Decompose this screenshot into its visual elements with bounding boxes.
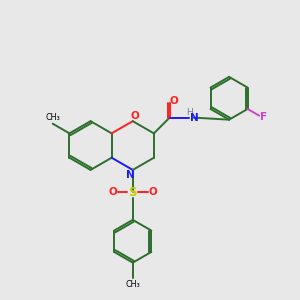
Text: O: O bbox=[130, 111, 139, 121]
Text: F: F bbox=[260, 112, 267, 122]
Text: O: O bbox=[148, 187, 158, 196]
Text: O: O bbox=[169, 96, 178, 106]
Text: H: H bbox=[187, 108, 193, 117]
Text: N: N bbox=[126, 170, 135, 180]
Text: N: N bbox=[190, 112, 199, 123]
Text: CH₃: CH₃ bbox=[125, 280, 140, 289]
Text: O: O bbox=[108, 187, 117, 196]
Text: S: S bbox=[128, 186, 137, 199]
Text: CH₃: CH₃ bbox=[45, 113, 60, 122]
